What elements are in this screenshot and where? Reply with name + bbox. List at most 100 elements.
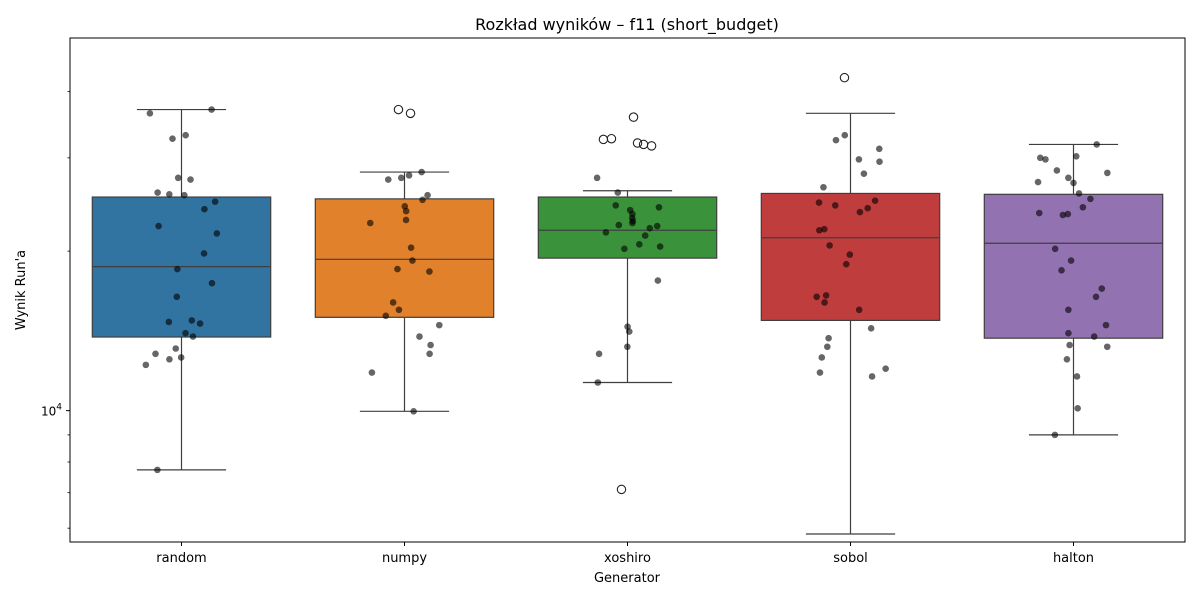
data-point [166, 191, 173, 198]
data-point [826, 242, 833, 249]
data-point [625, 328, 633, 335]
data-point [1104, 169, 1111, 177]
outlier-point [839, 72, 850, 83]
data-point [1063, 355, 1071, 363]
outlier-point [616, 484, 627, 495]
data-point [654, 277, 662, 284]
data-point [424, 191, 431, 199]
data-point [1087, 195, 1094, 203]
data-point [1053, 167, 1061, 174]
data-point [653, 222, 661, 230]
data-point [142, 361, 150, 369]
data-point [636, 241, 643, 248]
outlier-point [598, 134, 609, 145]
data-point [427, 341, 434, 349]
data-point [1051, 431, 1059, 439]
data-point [1065, 174, 1072, 182]
data-point [1075, 190, 1083, 197]
data-point [1064, 210, 1072, 218]
outlier-point [646, 141, 657, 151]
box-halton [983, 143, 1164, 436]
outlier-point [632, 138, 643, 148]
data-point [822, 292, 830, 299]
data-point [177, 354, 185, 361]
data-point [876, 158, 883, 165]
data-point [820, 183, 827, 191]
data-point [1036, 154, 1044, 162]
jitter-points [142, 106, 1111, 474]
data-point [621, 245, 628, 253]
data-point [155, 222, 162, 230]
data-point [397, 174, 405, 182]
data-point [395, 306, 403, 314]
data-point [419, 196, 426, 204]
data-point [602, 229, 610, 236]
outlier-point [393, 104, 404, 115]
outlier-point [638, 139, 649, 150]
x-tick-label-random: random [156, 551, 206, 566]
outlier-point [606, 133, 617, 144]
data-point [615, 221, 623, 229]
x-tick-label-numpy: numpy [382, 551, 427, 566]
y-axis-label: Wynik Run'a [14, 250, 29, 330]
data-point [174, 174, 182, 182]
data-point [165, 318, 173, 326]
data-point [1065, 306, 1072, 314]
data-point [594, 379, 602, 386]
box-xoshiro [537, 112, 718, 495]
data-point [208, 279, 216, 287]
x-axis: random numpy xoshiro sobol halton [156, 542, 1094, 566]
box-numpy [314, 104, 495, 412]
data-point [831, 202, 839, 209]
data-point [1072, 153, 1080, 160]
data-point [182, 329, 189, 337]
data-point [366, 219, 374, 227]
data-point [846, 251, 854, 258]
data-point [154, 466, 161, 474]
data-point [821, 299, 828, 306]
data-point [402, 207, 410, 215]
data-point [855, 156, 863, 163]
data-point [821, 225, 828, 233]
data-point [394, 265, 401, 273]
data-point [418, 168, 425, 176]
data-point [196, 320, 204, 327]
data-point [1090, 333, 1098, 340]
data-point [426, 268, 433, 275]
data-point [172, 345, 180, 352]
data-point [174, 265, 181, 273]
data-point [182, 131, 189, 139]
data-point [146, 110, 154, 117]
data-point [868, 373, 876, 380]
data-point [1103, 343, 1111, 351]
data-point [1074, 405, 1081, 412]
y-tick-label: 104 [41, 403, 62, 419]
x-tick-label-halton: halton [1053, 551, 1094, 566]
data-point [208, 106, 215, 113]
data-point [1065, 329, 1072, 337]
data-point [384, 176, 392, 183]
data-point [641, 232, 649, 239]
data-point [867, 325, 875, 332]
data-point [871, 197, 879, 205]
data-point [1051, 245, 1059, 253]
data-point [832, 136, 840, 144]
data-point [382, 312, 390, 320]
data-point [435, 321, 443, 329]
data-point [882, 365, 889, 372]
data-point [824, 343, 831, 351]
data-point [407, 244, 415, 252]
data-point [169, 135, 176, 143]
data-point [629, 219, 636, 227]
box-body [314, 198, 495, 318]
data-point [1034, 178, 1042, 186]
y-axis: 104 [41, 91, 70, 529]
box-body [983, 193, 1164, 339]
data-point [201, 205, 208, 213]
data-point [1073, 373, 1081, 380]
data-point [409, 257, 416, 264]
data-point [864, 204, 872, 212]
data-point [173, 293, 181, 301]
data-point [614, 189, 622, 196]
